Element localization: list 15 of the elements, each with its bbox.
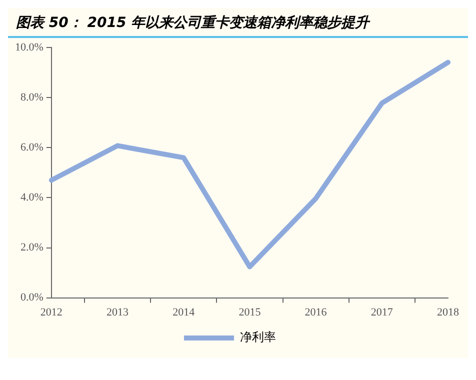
y-tick-label: 0.0% xyxy=(20,292,44,304)
x-tick-label: 2016 xyxy=(304,306,328,318)
x-tick-label: 2013 xyxy=(106,306,130,318)
y-tick-label: 10.0% xyxy=(14,41,44,54)
x-tick-label: 2014 xyxy=(172,306,196,318)
y-tick-label: 4.0% xyxy=(20,192,44,204)
legend-label: 净利率 xyxy=(240,330,276,344)
x-tick-label: 2017 xyxy=(370,306,394,318)
x-tick-label: 2012 xyxy=(40,306,62,318)
x-tick-label: 2015 xyxy=(238,306,262,318)
y-tick-label: 2.0% xyxy=(20,242,44,254)
x-tick-label: 2018 xyxy=(437,306,460,318)
y-tick-label: 8.0% xyxy=(20,92,44,104)
y-tick-label: 6.0% xyxy=(20,142,44,154)
chart-title: 图表 50： 2015 年以来公司重卡变速箱净利率稳步提升 xyxy=(8,8,468,38)
